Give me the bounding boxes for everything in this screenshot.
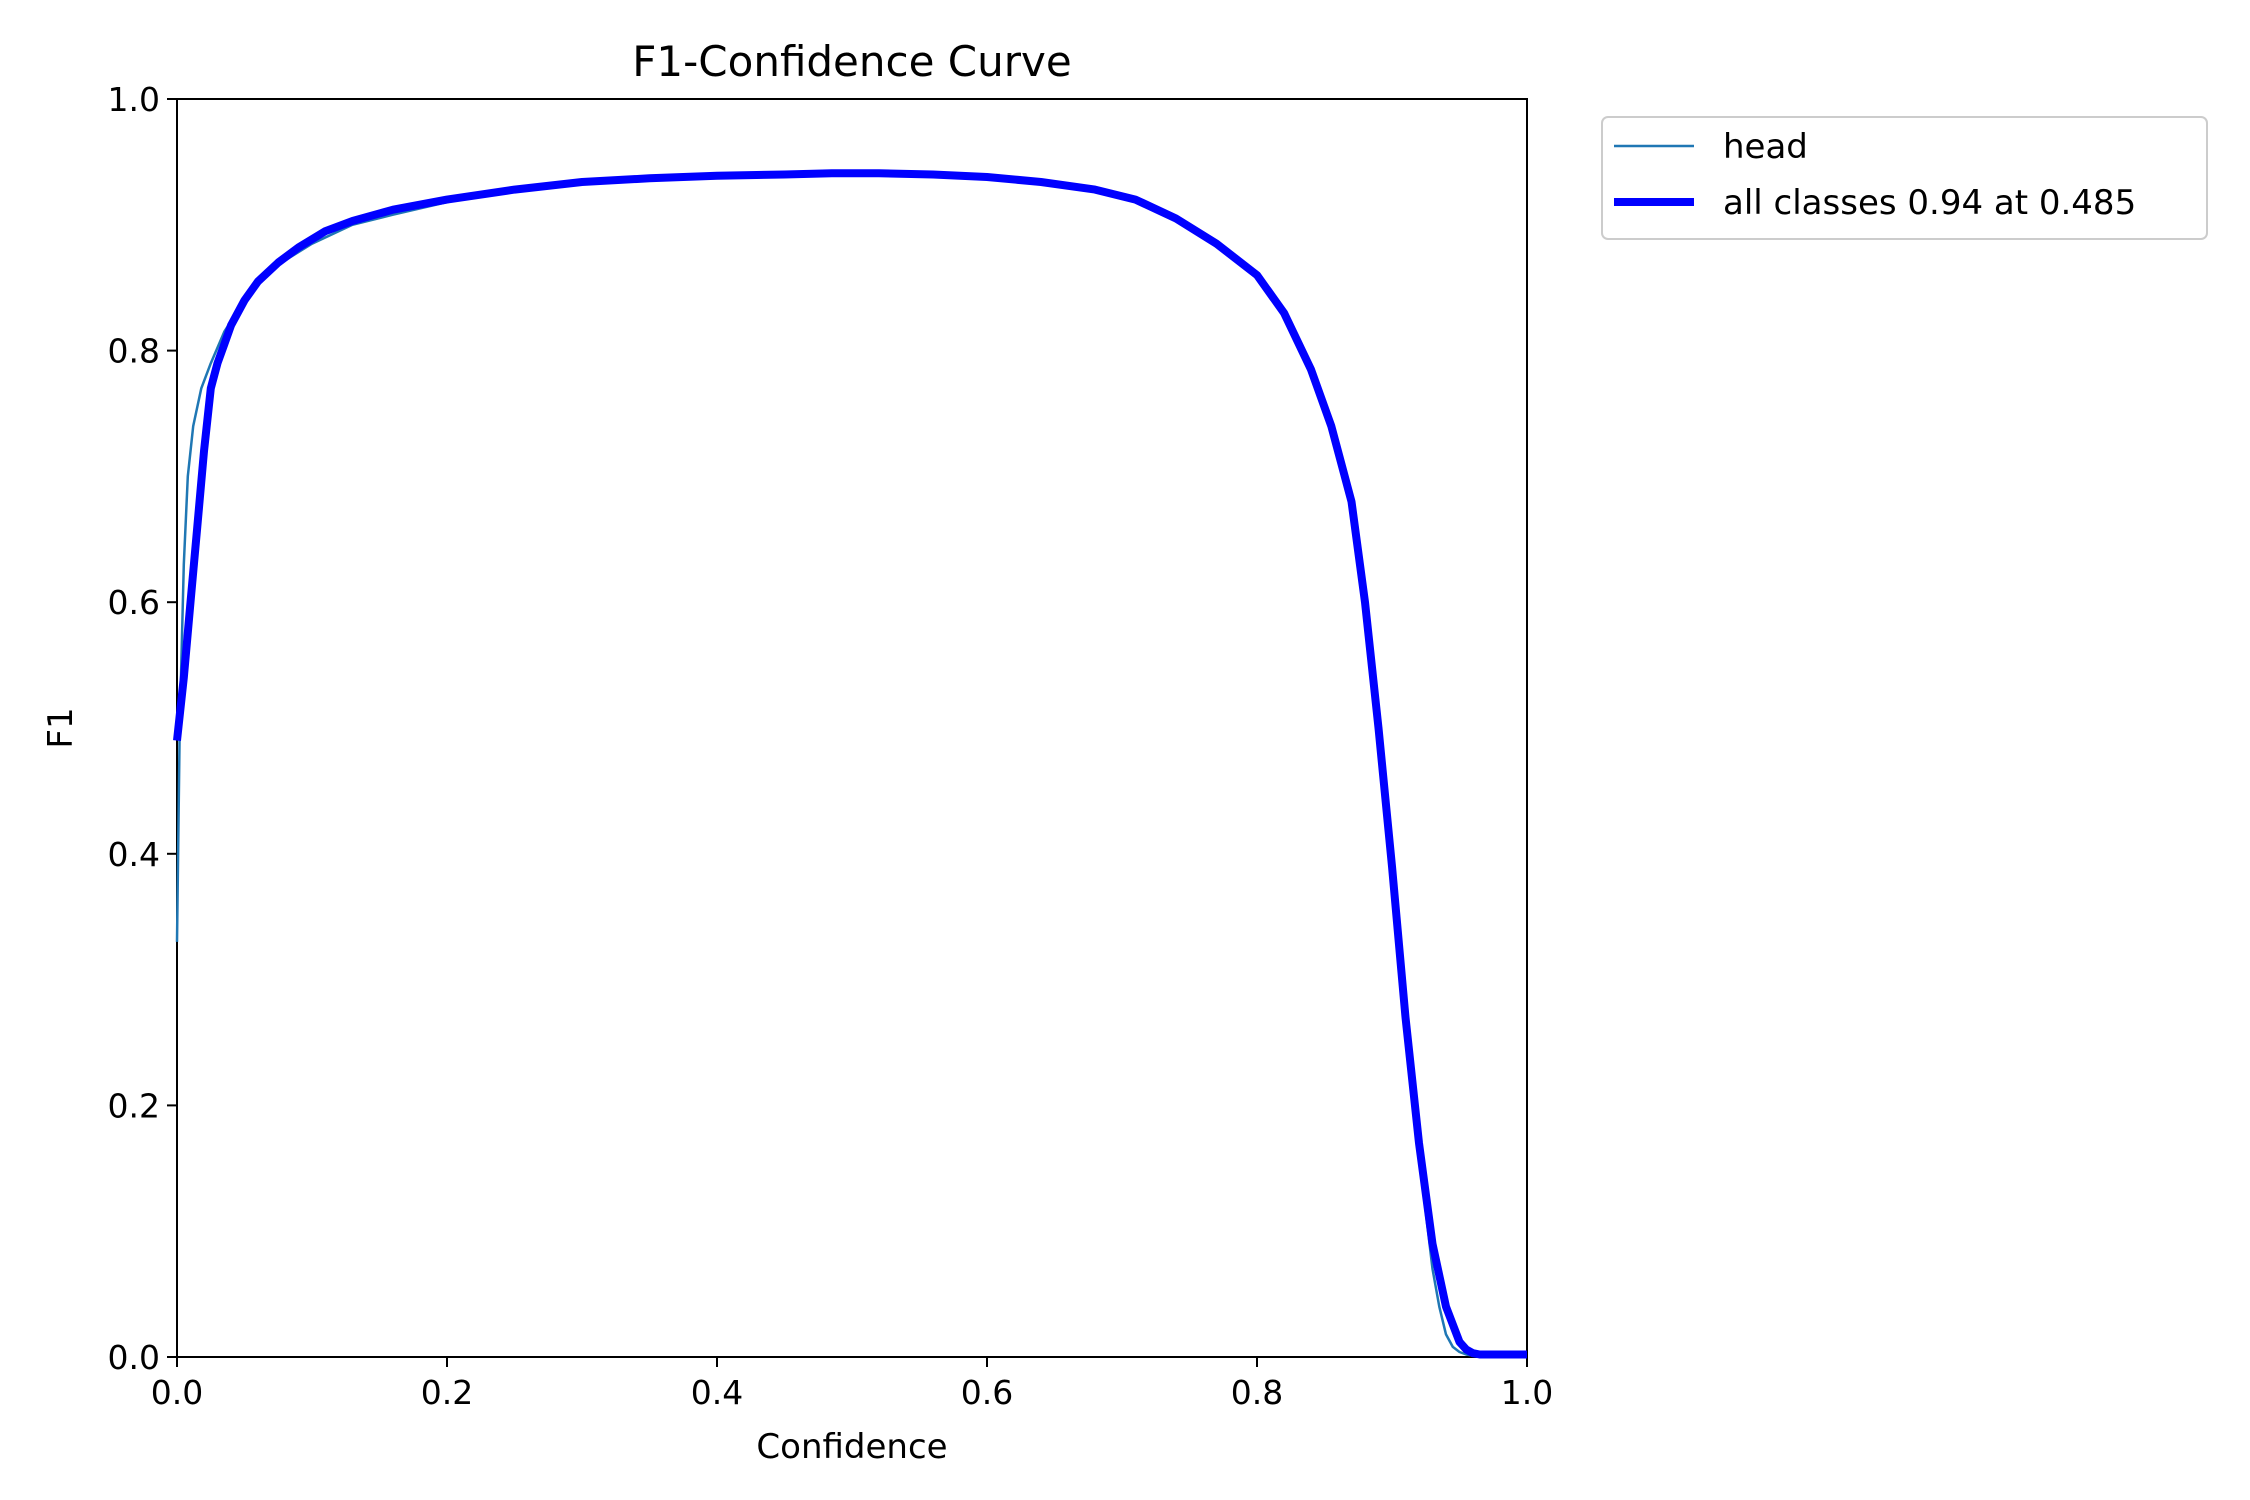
x-tick-label: 0.4: [691, 1373, 743, 1412]
x-tick-label: 0.0: [151, 1373, 203, 1412]
series-line-head: [175, 171, 1527, 1357]
y-tick-label: 0.8: [108, 332, 160, 371]
legend-label-head: head: [1723, 127, 1808, 167]
x-tick-label: 0.6: [961, 1373, 1013, 1412]
y-tick-label: 0.4: [108, 835, 160, 874]
plot-lines: [173, 169, 1527, 1359]
y-tick-label: 0.0: [108, 1338, 160, 1377]
y-tick-label: 1.0: [108, 80, 160, 119]
y-axis-label: F1: [41, 707, 81, 748]
x-tick-label: 0.2: [421, 1373, 473, 1412]
x-tick-label: 0.8: [1231, 1373, 1283, 1412]
series-line-all-classes: [173, 169, 1527, 1359]
plot-frame: [176, 98, 1528, 1358]
legend-label-all-classes: all classes 0.94 at 0.485: [1723, 183, 2136, 223]
y-tick-label: 0.6: [108, 583, 160, 622]
y-tick-label: 0.2: [108, 1086, 160, 1125]
legend-box: [1601, 116, 2208, 240]
legend: head all classes 0.94 at 0.485: [1601, 116, 2208, 240]
y-axis-ticks: 0.0 0.2 0.4 0.6 0.8 1.0: [108, 80, 177, 1377]
x-axis-ticks: 0.0 0.2 0.4 0.6 0.8 1.0: [151, 1357, 1553, 1412]
chart-title: F1-Confidence Curve: [632, 37, 1071, 86]
x-axis-label: Confidence: [756, 1427, 947, 1467]
x-tick-label: 1.0: [1501, 1373, 1553, 1412]
